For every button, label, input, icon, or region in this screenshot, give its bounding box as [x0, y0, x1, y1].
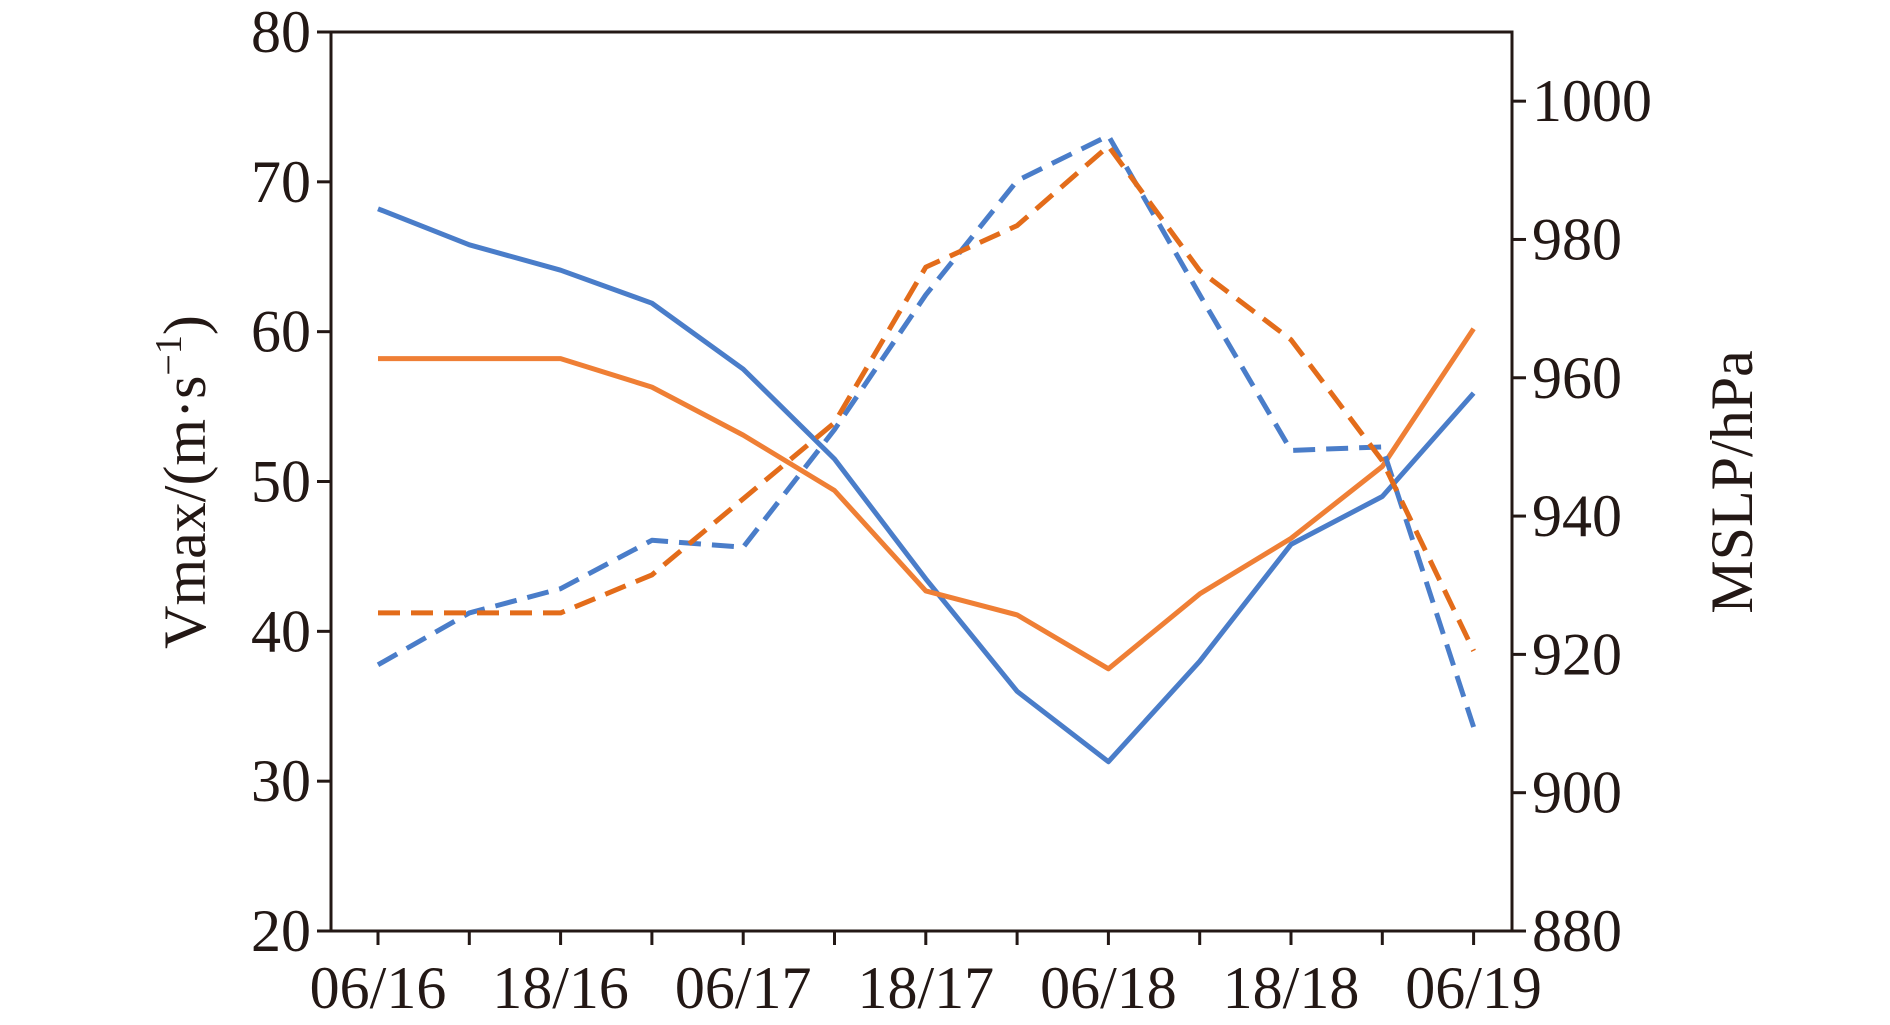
series-line-4: [378, 143, 1476, 652]
x-axis: 06/16 18/16 06/17 18/17 06/18 18/18 06/19: [310, 931, 1542, 1021]
series-line-2: [378, 327, 1476, 672]
right-y-tick-label: 880: [1532, 898, 1622, 964]
left-axis-title-main: Vmax/(m·s: [152, 376, 218, 649]
right-y-axis: 880 900 920 940 960 980 1000: [1512, 68, 1652, 964]
x-tick-label: 18/17: [857, 955, 994, 1021]
left-y-tick-label: 30: [251, 748, 311, 814]
series-line-3: [376, 133, 1476, 728]
left-y-tick-label: 20: [251, 898, 311, 964]
x-tick-label: 18/18: [1223, 955, 1360, 1021]
right-y-tick-label: 980: [1532, 206, 1622, 272]
right-y-tick-label: 900: [1532, 760, 1622, 826]
left-axis-title-close: ): [152, 315, 218, 335]
x-tick-label: 06/17: [675, 955, 812, 1021]
right-axis-title: MSLP/hPa: [1699, 350, 1765, 613]
left-y-tick-label: 60: [251, 299, 311, 365]
x-tick-label: 18/16: [492, 955, 629, 1021]
left-axis-title: Vmax/(m·s−1): [148, 315, 218, 649]
right-y-tick-label: 940: [1532, 483, 1622, 549]
left-y-tick-label: 40: [251, 598, 311, 664]
left-y-tick-label: 80: [251, 0, 311, 65]
left-y-tick-label: 50: [251, 449, 311, 515]
series-layer: [376, 133, 1476, 765]
right-y-tick-label: 1000: [1532, 68, 1652, 134]
right-y-tick-label: 960: [1532, 345, 1622, 411]
series-line-1: [377, 206, 1476, 765]
left-axis-title-superscript: −1: [148, 335, 190, 375]
left-y-tick-label: 70: [251, 149, 311, 215]
right-y-tick-label: 920: [1532, 621, 1622, 687]
x-tick-label: 06/19: [1405, 955, 1542, 1021]
plot-frame: [329, 30, 1514, 933]
x-tick-label: 06/18: [1040, 955, 1177, 1021]
left-y-axis: 20 30 40 50 60 70 80: [251, 0, 331, 964]
x-tick-label: 06/16: [310, 955, 447, 1021]
